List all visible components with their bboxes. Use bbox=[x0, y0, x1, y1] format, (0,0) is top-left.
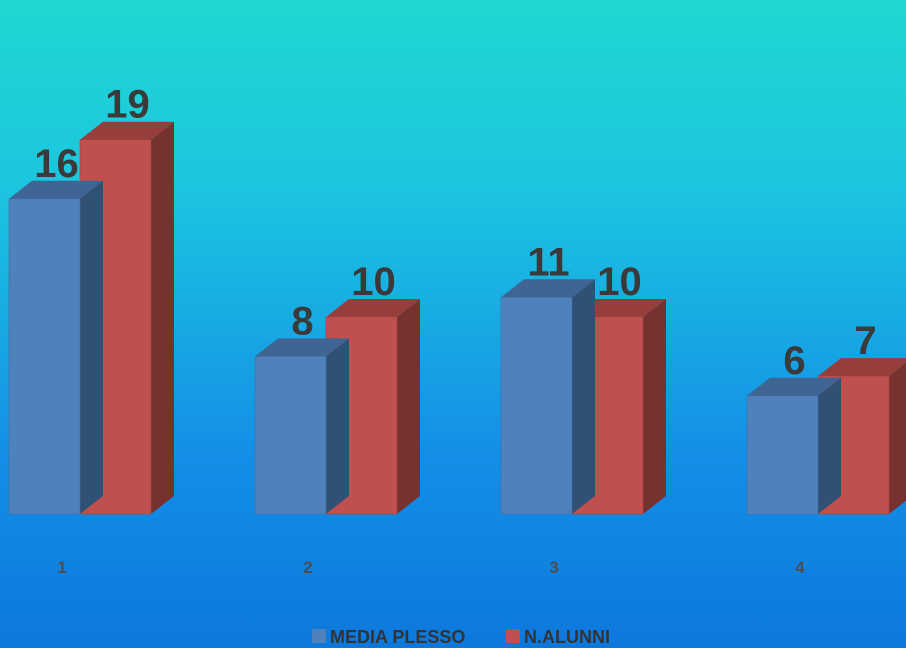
x-tick-label: 1 bbox=[57, 558, 66, 577]
bar-front bbox=[254, 356, 327, 515]
category-labels: 1 2 3 4 bbox=[57, 558, 805, 577]
legend-label: MEDIA PLESSO bbox=[330, 627, 465, 647]
bar-2-media-plesso bbox=[254, 338, 349, 515]
bar-side bbox=[326, 338, 349, 514]
legend-item-n-alunni: N.ALUNNI bbox=[506, 627, 610, 647]
legend-label: N.ALUNNI bbox=[524, 627, 610, 647]
legend-swatch bbox=[506, 629, 520, 643]
bar-side bbox=[397, 299, 420, 514]
bar-top bbox=[80, 121, 174, 140]
bar-4-media-plesso bbox=[746, 377, 841, 515]
bar-side bbox=[818, 377, 841, 514]
data-label: 8 bbox=[291, 299, 313, 343]
bar-top bbox=[501, 279, 595, 298]
bar-top bbox=[9, 180, 103, 199]
legend-item-media-plesso: MEDIA PLESSO bbox=[312, 627, 465, 647]
data-label: 11 bbox=[527, 240, 569, 284]
bar-top bbox=[572, 299, 666, 317]
data-label: 6 bbox=[783, 339, 805, 383]
bar-front bbox=[8, 198, 81, 515]
bar-side bbox=[80, 180, 103, 515]
data-label: 10 bbox=[351, 260, 396, 304]
bar-side bbox=[572, 279, 595, 514]
x-tick-label: 4 bbox=[795, 558, 805, 577]
x-tick-label: 3 bbox=[549, 558, 558, 577]
bar-1-media-plesso bbox=[8, 180, 103, 515]
bar-top bbox=[747, 377, 841, 396]
legend: MEDIA PLESSO N.ALUNNI bbox=[312, 627, 610, 647]
bar-front bbox=[746, 395, 819, 515]
data-label: 7 bbox=[854, 319, 876, 363]
bar-top bbox=[326, 299, 420, 317]
bar-side bbox=[643, 299, 666, 514]
bar-top bbox=[255, 338, 349, 357]
x-tick-label: 2 bbox=[303, 558, 312, 577]
bars-group: 16 19 8 10 11 10 6 7 bbox=[8, 83, 906, 515]
bar-side bbox=[151, 121, 174, 514]
bar-front bbox=[500, 296, 573, 515]
data-label: 19 bbox=[105, 83, 150, 127]
legend-swatch bbox=[312, 629, 326, 643]
bar-3-media-plesso bbox=[500, 279, 595, 515]
bar-top bbox=[818, 358, 906, 377]
bar-side bbox=[889, 362, 906, 514]
data-label: 16 bbox=[34, 142, 79, 186]
data-label: 10 bbox=[597, 260, 642, 304]
